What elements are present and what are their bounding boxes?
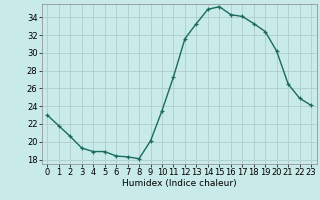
X-axis label: Humidex (Indice chaleur): Humidex (Indice chaleur) xyxy=(122,179,236,188)
